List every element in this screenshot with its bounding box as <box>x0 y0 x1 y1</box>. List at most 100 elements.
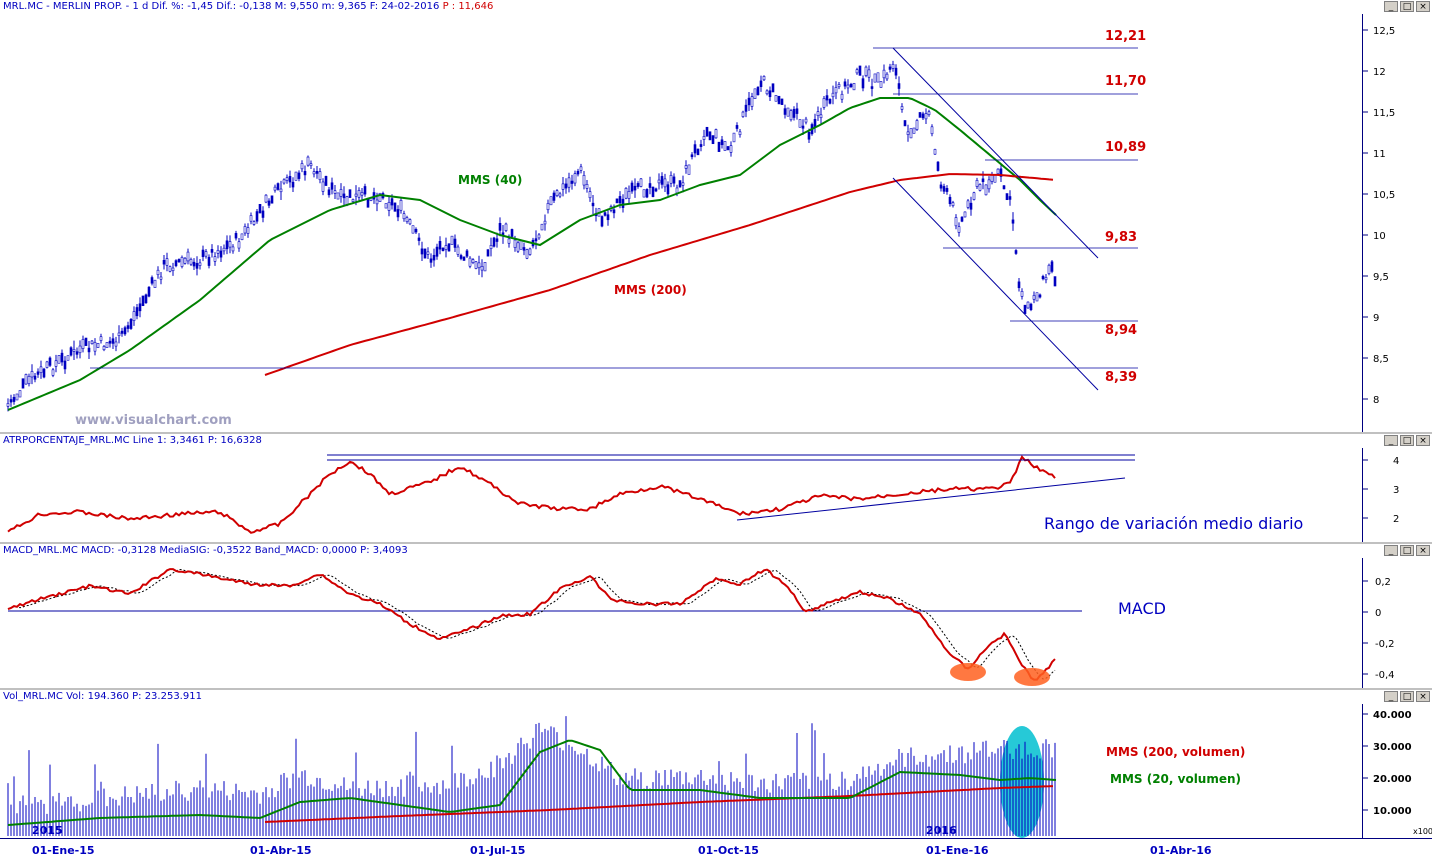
close-button[interactable]: × <box>1416 1 1430 12</box>
candle-body <box>900 106 904 110</box>
candle-body <box>93 342 97 352</box>
macd-line <box>7 568 1056 681</box>
candle-body <box>555 190 559 196</box>
minimize-button[interactable]: _ <box>1384 435 1398 446</box>
candle-body <box>723 141 727 151</box>
price-panel: MRL.MC - MERLIN PROP. - 1 d Dif. %: -1,4… <box>0 0 1430 432</box>
candle-body <box>438 241 442 250</box>
volume-mms20-label: MMS (20, volumen) <box>1110 772 1241 786</box>
volume-chart[interactable]: MMS (200, volumen) MMS (20, volumen) 2015 2… <box>0 690 1362 838</box>
candle-body <box>480 266 484 271</box>
candle-body <box>972 192 976 200</box>
atr-window-controls: _ □ × <box>1384 435 1430 446</box>
candle-body <box>513 239 517 248</box>
minimize-button[interactable]: _ <box>1384 691 1398 702</box>
close-button[interactable]: × <box>1416 691 1430 702</box>
candle-body <box>600 216 604 227</box>
macd-window-controls: _ □ × <box>1384 545 1430 556</box>
candle-body <box>585 184 589 189</box>
candle-body <box>759 80 763 87</box>
candle-body <box>660 176 664 185</box>
candle-body <box>807 132 811 140</box>
minimize-button[interactable]: _ <box>1384 1 1398 12</box>
candle-body <box>1029 303 1033 311</box>
candle-body <box>204 251 208 257</box>
candle-body <box>477 262 481 269</box>
candle-body <box>48 357 52 366</box>
candle-body <box>675 187 679 194</box>
candle-body <box>666 184 670 195</box>
candle-body <box>813 119 817 128</box>
candle-body <box>567 177 571 188</box>
y-tick-label: 11 <box>1373 149 1386 160</box>
candle-body <box>984 184 988 196</box>
candle-body <box>219 250 223 258</box>
candle-body <box>111 338 115 344</box>
y-tick-label: 4 <box>1393 456 1399 467</box>
candle-body <box>468 257 472 267</box>
candle-body <box>453 238 457 248</box>
candle-body <box>612 209 616 214</box>
y-tick-label: 12 <box>1373 67 1386 78</box>
candle-body <box>174 260 178 267</box>
candle-body <box>549 196 553 206</box>
candle-body <box>126 325 130 329</box>
candle-body <box>996 168 1000 175</box>
candle-body <box>393 202 397 212</box>
candle-body <box>1023 304 1027 314</box>
candle-body <box>249 215 253 222</box>
candle-body <box>447 243 451 252</box>
y-tick-label: 9 <box>1373 313 1379 324</box>
candle-body <box>636 183 640 187</box>
close-button[interactable]: × <box>1416 545 1430 556</box>
maximize-button[interactable]: □ <box>1400 691 1414 702</box>
candle-body <box>543 220 547 225</box>
minimize-button[interactable]: _ <box>1384 545 1398 556</box>
candle-body <box>252 221 256 225</box>
candle-body <box>78 345 82 354</box>
candle-body <box>315 171 319 174</box>
candle-body <box>918 112 922 118</box>
candle-body <box>825 95 829 101</box>
candle-body <box>711 135 715 145</box>
panel-divider <box>0 432 1432 434</box>
candle-body <box>558 193 562 197</box>
year-label: 2015 <box>32 824 63 837</box>
maximize-button[interactable]: □ <box>1400 545 1414 556</box>
candle-body <box>534 238 538 242</box>
candle-body <box>135 307 139 317</box>
candle-body <box>96 342 100 348</box>
candle-body <box>789 110 793 121</box>
candle-body <box>840 93 844 100</box>
macd-chart[interactable]: MACD <box>0 544 1362 688</box>
candle-body <box>357 190 361 198</box>
candle-body <box>378 192 382 202</box>
candle-body <box>633 185 637 191</box>
close-button[interactable]: × <box>1416 435 1430 446</box>
maximize-button[interactable]: □ <box>1400 1 1414 12</box>
y-tick-label: 40.000 <box>1373 710 1412 721</box>
candle-body <box>957 226 961 233</box>
candle-body <box>390 198 394 206</box>
candle-body <box>177 259 181 263</box>
volume-panel-title: Vol_MRL.MC Vol: 194.360 P: 23.253.911 <box>3 691 202 702</box>
candle-body <box>267 200 271 206</box>
candle-body <box>195 263 199 269</box>
candle-body <box>27 376 31 384</box>
y-tick-label: 11,5 <box>1373 108 1395 119</box>
atr-chart[interactable]: Rango de variación medio diario <box>0 434 1362 542</box>
candle-body <box>951 202 955 206</box>
level-label: 8,39 <box>1105 370 1137 385</box>
candle-body <box>42 368 46 378</box>
candle-body <box>306 156 310 166</box>
candle-body <box>1017 281 1021 289</box>
candle-body <box>912 127 916 134</box>
candle-body <box>60 352 64 363</box>
candle-body <box>207 256 211 266</box>
candle-body <box>801 125 805 129</box>
candle-body <box>771 83 775 93</box>
price-chart[interactable]: 12,21 11,70 10,89 9,83 8,94 8,39 MMS (40) MMS (… <box>0 0 1362 432</box>
candle-body <box>1005 193 1009 201</box>
candle-body <box>420 248 424 255</box>
maximize-button[interactable]: □ <box>1400 435 1414 446</box>
